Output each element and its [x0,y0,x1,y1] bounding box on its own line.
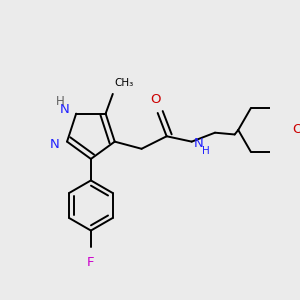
Text: H: H [202,146,209,156]
Text: O: O [292,124,300,136]
Text: N: N [194,137,203,150]
Text: N: N [60,103,70,116]
Text: N: N [50,138,60,151]
Text: F: F [87,256,94,268]
Text: H: H [56,95,64,109]
Text: O: O [150,93,160,106]
Text: CH₃: CH₃ [115,78,134,88]
